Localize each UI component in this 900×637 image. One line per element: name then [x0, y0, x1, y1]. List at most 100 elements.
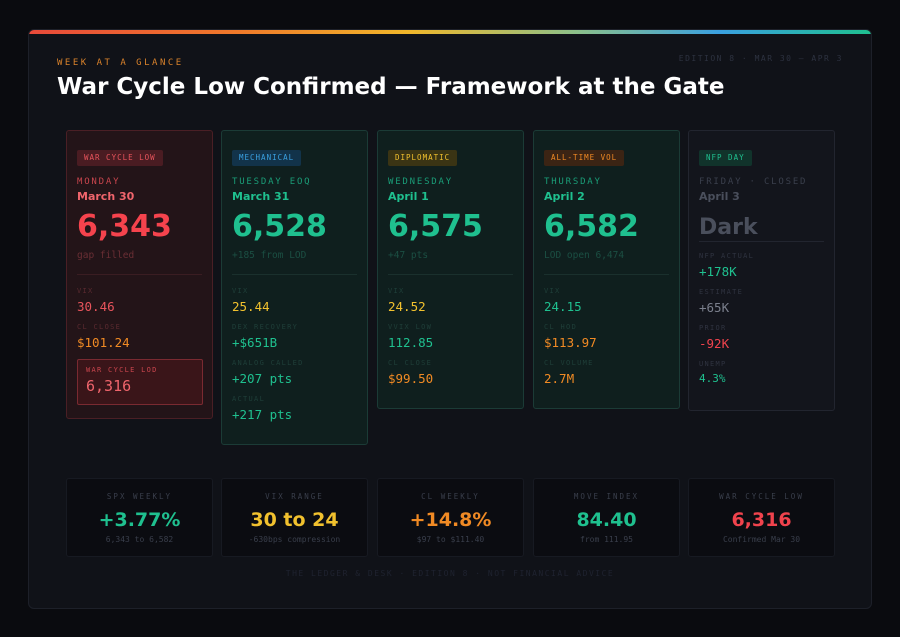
metric-label: VIX: [388, 287, 405, 295]
lod-value: 6,316: [86, 377, 132, 395]
stat-label: MOVE INDEX: [573, 492, 640, 501]
metric-value: $113.97: [544, 335, 597, 350]
day-value: Dark: [699, 215, 758, 240]
divider: [388, 274, 513, 275]
day-date: April 3: [699, 190, 740, 203]
metric-label: VIX: [77, 287, 94, 295]
stat-label: VIX RANGE: [265, 492, 324, 501]
day-badge: DIPLOMATIC: [388, 150, 458, 166]
day-date: March 31: [232, 190, 290, 203]
metric-unemp: UNEMP 4.3%: [699, 360, 727, 385]
day-name: FRIDAY · CLOSED: [699, 177, 808, 187]
week-panel: WEEK AT A GLANCE EDITION 8 · MAR 30 – AP…: [28, 29, 872, 609]
metric-dex-recovery: DEX RECOVERY +$651B: [232, 323, 298, 350]
day-date: April 2: [544, 190, 585, 203]
metric-cl-volume: CL VOLUME 2.7M: [544, 359, 594, 386]
metric-label: CL CLOSE: [77, 323, 122, 331]
stat-war-cycle-low: WAR CYCLE LOW 6,316 Confirmed Mar 30: [688, 478, 835, 557]
lod-label: WAR CYCLE LOD: [86, 366, 158, 374]
day-badge: NFP DAY: [699, 150, 752, 166]
divider: [699, 241, 824, 242]
metric-value: +$651B: [232, 335, 278, 350]
divider: [232, 274, 357, 275]
metric-prior: PRIOR -92K: [699, 324, 729, 351]
day-card-wednesday: DIPLOMATIC WEDNESDAY April 1 6,575 +47 p…: [377, 130, 524, 409]
day-sub: LOD open 6,474: [544, 250, 625, 261]
day-badge: ALL-TIME VOL: [544, 150, 625, 166]
metric-label: CL CLOSE: [388, 359, 433, 367]
metric-value: 2.7M: [544, 371, 575, 386]
stat-vix-range: VIX RANGE 30 to 24 -630bps compression: [221, 478, 368, 557]
day-value: 6,575: [388, 209, 483, 244]
metric-estimate: ESTIMATE +65K: [699, 288, 743, 315]
divider: [544, 274, 669, 275]
gradient-accent-bar: [29, 30, 871, 34]
metric-vix: VIX 30.46: [77, 287, 115, 314]
stat-sub: -630bps compression: [248, 535, 341, 544]
day-card-friday: NFP DAY FRIDAY · CLOSED April 3 Dark NFP…: [688, 130, 835, 411]
day-value: 6,582: [544, 209, 639, 244]
stat-sub: 6,343 to 6,582: [105, 535, 174, 544]
stat-cl-weekly: CL WEEKLY +14.8% $97 to $111.40: [377, 478, 524, 557]
metric-value: +178K: [699, 264, 737, 279]
day-value: 6,343: [77, 209, 172, 244]
metric-cl-close: CL CLOSE $99.50: [388, 359, 433, 386]
metric-vix: VIX 25.44: [232, 287, 270, 314]
page-title: War Cycle Low Confirmed — Framework at t…: [57, 74, 725, 100]
metric-label: DEX RECOVERY: [232, 323, 299, 331]
metric-label: ANALOG CALLED: [232, 359, 304, 367]
stat-label: WAR CYCLE LOW: [719, 492, 804, 501]
day-name: MONDAY: [77, 177, 121, 187]
eyebrow-label: WEEK AT A GLANCE: [57, 58, 184, 68]
metric-value: +65K: [699, 300, 730, 315]
day-card-tuesday: MECHANICAL TUESDAY EOQ March 31 6,528 +1…: [221, 130, 368, 445]
stat-sub: from 111.95: [580, 535, 633, 544]
metric-label: CL VOLUME: [544, 359, 594, 367]
metric-value: $99.50: [388, 371, 434, 386]
metric-label: ACTUAL: [232, 395, 266, 403]
stat-label: CL WEEKLY: [421, 492, 480, 501]
metric-cl-hod: CL HOD $113.97: [544, 323, 597, 350]
day-sub: +47 pts: [388, 250, 429, 261]
stat-value: +3.77%: [98, 509, 181, 531]
metric-cl-close: CL CLOSE $101.24: [77, 323, 130, 350]
stat-move-index: MOVE INDEX 84.40 from 111.95: [533, 478, 680, 557]
day-name: THURSDAY: [544, 177, 602, 187]
metric-vix: VIX 24.15: [544, 287, 582, 314]
stat-value: 84.40: [576, 509, 637, 531]
metric-value: 24.52: [388, 299, 426, 314]
metric-label: PRIOR: [699, 324, 727, 332]
metric-value: 4.3%: [699, 372, 726, 385]
metric-value: 25.44: [232, 299, 270, 314]
metric-label: ESTIMATE: [699, 288, 744, 296]
stat-sub: Confirmed Mar 30: [722, 535, 801, 544]
metric-nfp-actual: NFP ACTUAL +178K: [699, 252, 754, 279]
metric-value: 30.46: [77, 299, 115, 314]
day-date: March 30: [77, 190, 135, 203]
metric-vix: VIX 24.52: [388, 287, 426, 314]
metric-value: 24.15: [544, 299, 582, 314]
metric-label: VVIX LOW: [388, 323, 433, 331]
edition-label: EDITION 8 · MAR 30 – APR 3: [678, 54, 843, 63]
metric-analog-called: ANALOG CALLED +207 pts: [232, 359, 304, 386]
metric-label: NFP ACTUAL: [699, 252, 755, 260]
stat-sub: $97 to $111.40: [416, 535, 485, 544]
metric-value: +207 pts: [232, 371, 293, 386]
metric-actual: ACTUAL +217 pts: [232, 395, 292, 422]
metric-value: -92K: [699, 336, 730, 351]
day-name: WEDNESDAY: [388, 177, 453, 187]
stat-spx-weekly: SPX WEEKLY +3.77% 6,343 to 6,582: [66, 478, 213, 557]
stat-value: 6,316: [731, 509, 792, 531]
stat-label: SPX WEEKLY: [106, 492, 173, 501]
day-card-monday: WAR CYCLE LOW MONDAY March 30 6,343 gap …: [66, 130, 213, 419]
stat-value: 30 to 24: [250, 509, 339, 531]
day-badge: WAR CYCLE LOW: [77, 150, 163, 166]
metric-value: +217 pts: [232, 407, 293, 422]
day-card-thursday: ALL-TIME VOL THURSDAY April 2 6,582 LOD …: [533, 130, 680, 409]
day-value: 6,528: [232, 209, 327, 244]
metric-value: 112.85: [388, 335, 434, 350]
metric-vvix-low: VVIX LOW 112.85: [388, 323, 433, 350]
footer-note: THE LEDGER & DESK · EDITION 8 · NOT FINA…: [285, 569, 615, 578]
metric-label: VIX: [232, 287, 249, 295]
day-badge: MECHANICAL: [232, 150, 302, 166]
